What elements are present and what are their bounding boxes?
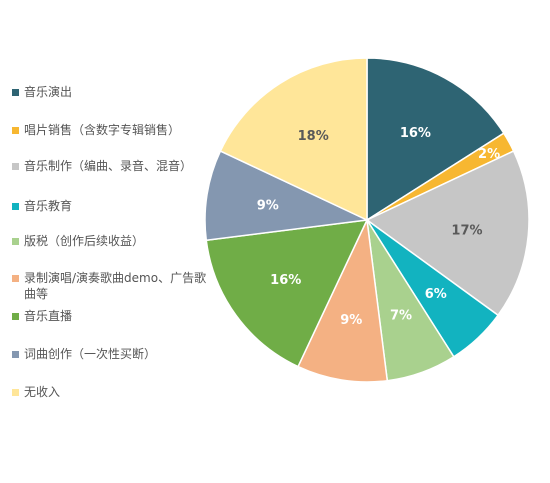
pie-slices xyxy=(204,57,530,383)
legend-swatch xyxy=(12,127,19,134)
slice-label-demo-recording: 9% xyxy=(340,313,362,328)
slice-label-record-sales: 2% xyxy=(478,147,500,162)
legend-swatch xyxy=(12,351,19,358)
legend-swatch xyxy=(12,89,19,96)
legend-label: 版税（创作后续收益） xyxy=(24,234,145,248)
legend-item-music-performance: 音乐演出 xyxy=(12,84,217,100)
legend-swatch xyxy=(12,163,19,170)
legend-item-songwriting: 词曲创作（一次性买断） xyxy=(12,346,217,362)
pie-slice-live-streaming xyxy=(205,219,369,368)
pie-slice-demo-recording xyxy=(297,217,389,383)
legend-swatch xyxy=(12,275,19,282)
legend-label: 录制演唱/演奏歌曲demo、广告歌曲等 xyxy=(24,271,207,301)
legend-label: 无收入 xyxy=(24,385,61,399)
legend-label: 词曲创作（一次性买断） xyxy=(24,347,157,361)
legend-item-demo-recording: 录制演唱/演奏歌曲demo、广告歌曲等 xyxy=(12,270,217,302)
slice-label-music-production: 17% xyxy=(451,223,482,238)
legend-item-music-production: 音乐制作（编曲、录音、混音） xyxy=(12,158,217,174)
legend-swatch xyxy=(12,313,19,320)
slice-label-music-education: 6% xyxy=(425,287,447,302)
slice-label-songwriting: 9% xyxy=(257,198,279,213)
legend-item-live-streaming: 音乐直播 xyxy=(12,308,217,324)
legend-item-record-sales: 唱片销售（含数字专辑销售） xyxy=(12,122,217,138)
pie-slice-no-income xyxy=(219,57,368,222)
slice-label-royalties: 7% xyxy=(390,309,412,324)
legend-swatch xyxy=(12,389,19,396)
pie-slice-songwriting xyxy=(204,150,370,242)
slice-label-no-income: 18% xyxy=(298,129,329,144)
pie-slice-music-performance xyxy=(366,57,505,222)
legend-item-royalties: 版税（创作后续收益） xyxy=(12,233,217,249)
legend-label: 唱片销售（含数字专辑销售） xyxy=(24,123,181,137)
pie-labels: 16% 2% 17% 6% 7% 9% 16% 9% 18% xyxy=(257,126,500,328)
slice-label-music-performance: 16% xyxy=(400,126,431,141)
legend-swatch xyxy=(12,238,19,245)
legend-item-music-education: 音乐教育 xyxy=(12,198,217,214)
legend-label: 音乐演出 xyxy=(24,85,73,99)
legend-label: 音乐直播 xyxy=(24,309,73,323)
legend-item-no-income: 无收入 xyxy=(12,384,217,400)
pie-slice-music-production xyxy=(365,150,530,317)
legend-label: 音乐制作（编曲、录音、混音） xyxy=(24,159,193,173)
slice-label-live-streaming: 16% xyxy=(270,273,301,288)
legend-swatch xyxy=(12,203,19,210)
legend-label: 音乐教育 xyxy=(24,199,73,213)
